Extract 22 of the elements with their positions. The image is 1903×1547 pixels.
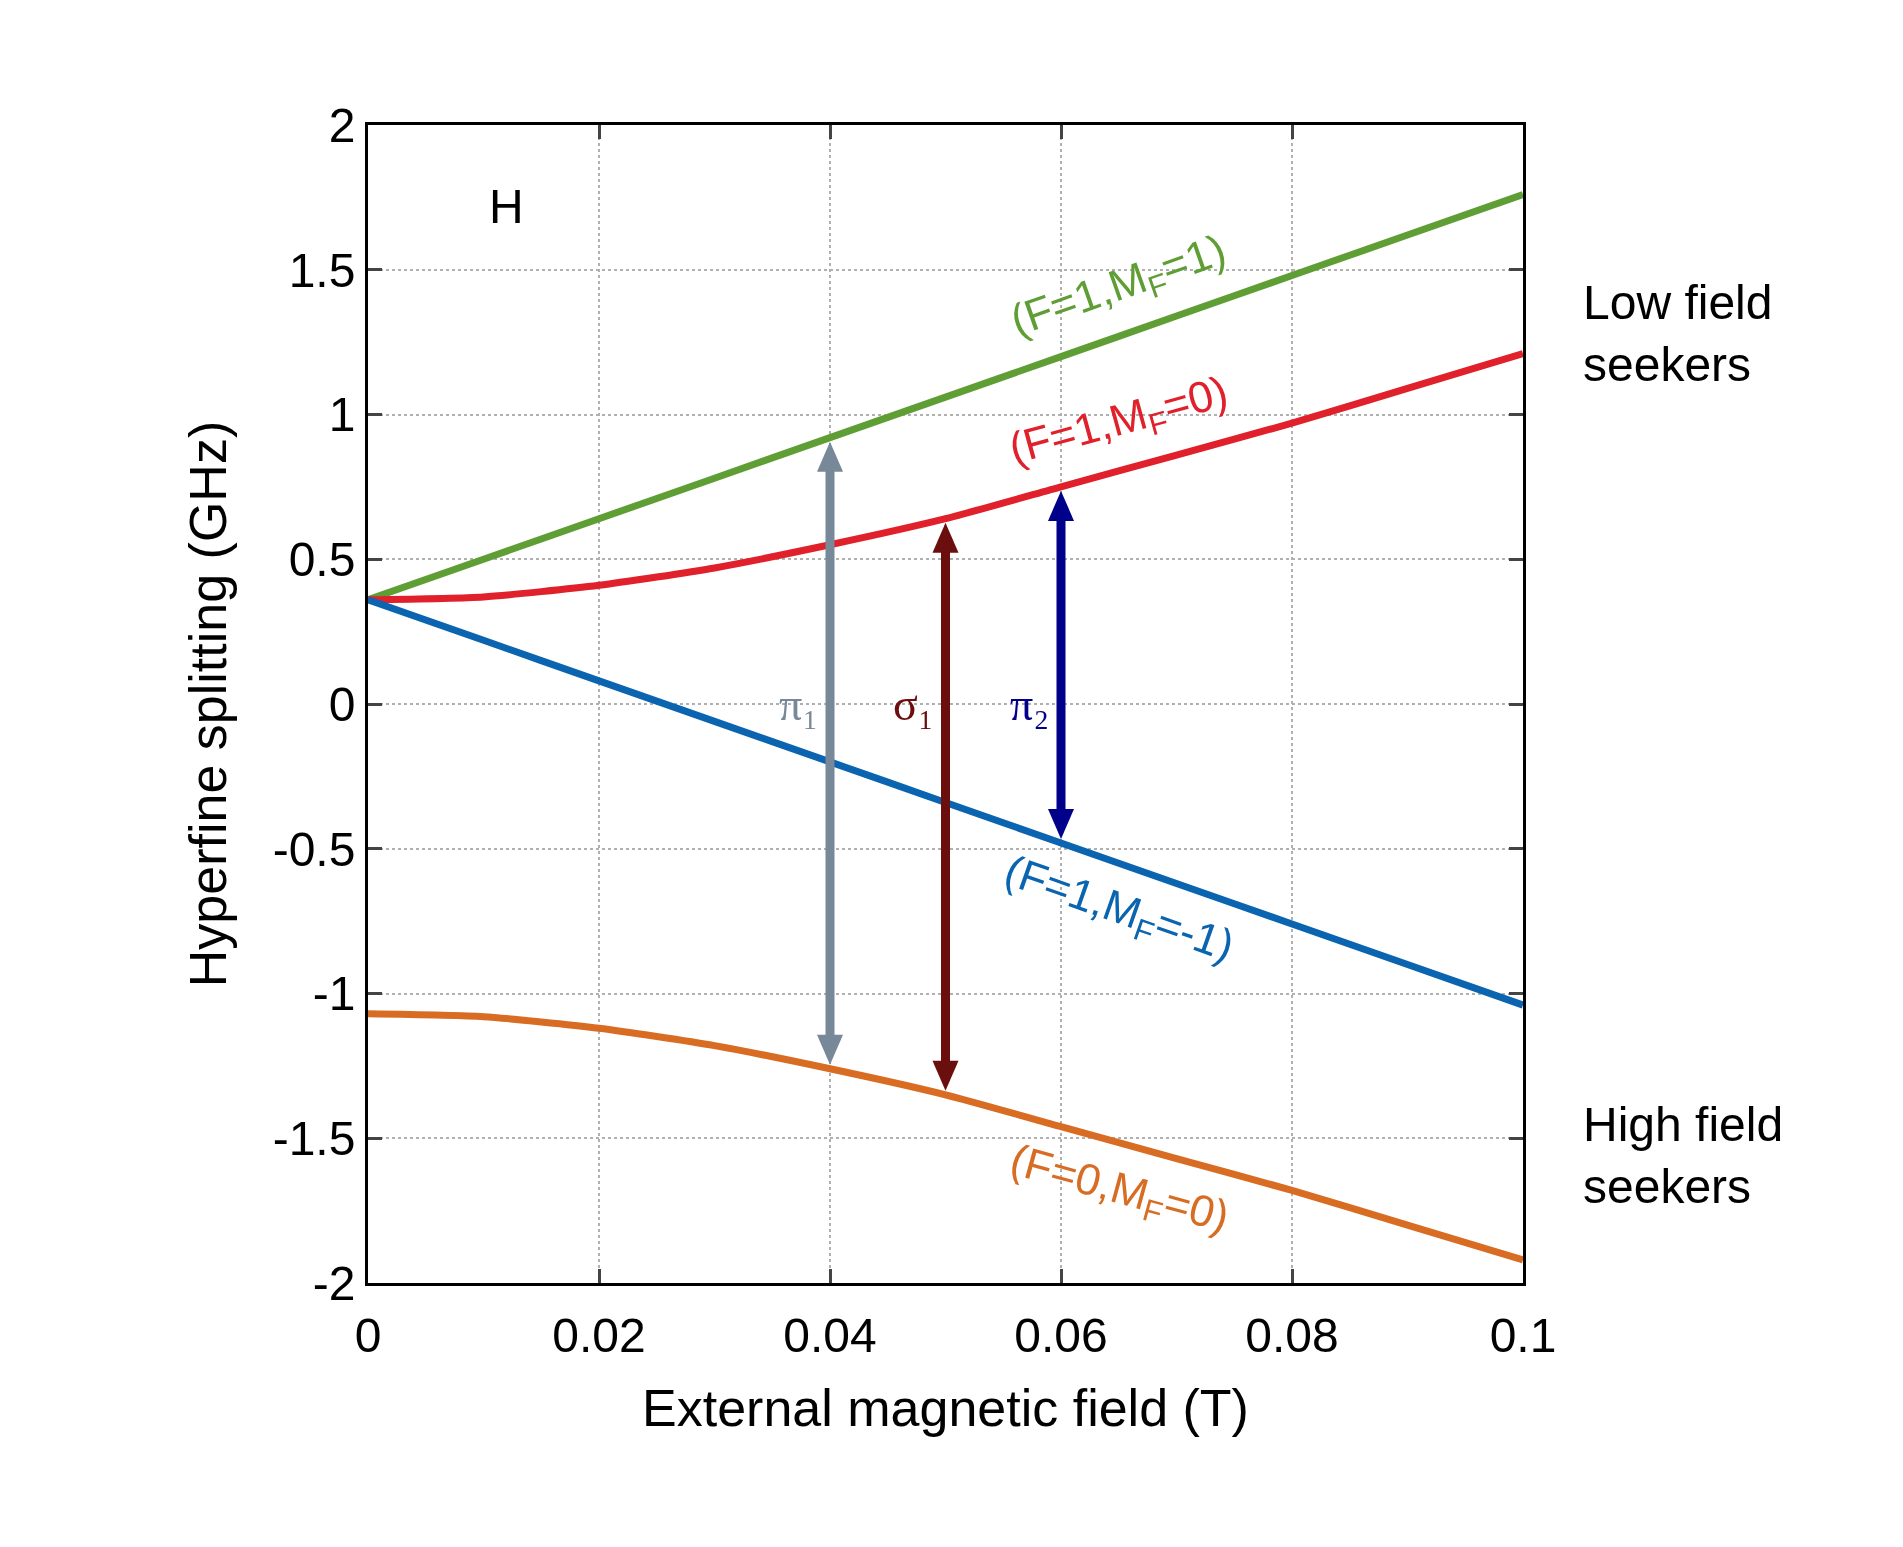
x-tick-label: 0.06 bbox=[1014, 1308, 1108, 1362]
text: Low field seekers bbox=[1583, 276, 1773, 392]
x-tick-label: 0.02 bbox=[552, 1308, 646, 1362]
y-tick-label: 0 bbox=[328, 677, 356, 731]
y-tick-label: -0.5 bbox=[272, 822, 356, 876]
x-axis-title: External magnetic field (T) bbox=[642, 1379, 1249, 1438]
x-tick-label: 0.1 bbox=[1489, 1308, 1557, 1362]
x-tick-label: 0.04 bbox=[783, 1308, 877, 1362]
y-tick-label: -1 bbox=[312, 967, 356, 1021]
annotation: π₂ bbox=[1010, 679, 1050, 730]
y-tick-label: 0.5 bbox=[288, 533, 356, 587]
y-tick-label: -2 bbox=[312, 1256, 356, 1310]
y-axis-title: Hyperfine splitting (GHz) bbox=[178, 420, 237, 988]
annotation: σ₁ bbox=[893, 679, 934, 730]
text: High field seekers bbox=[1583, 1098, 1784, 1214]
annotation: π₁ bbox=[779, 679, 819, 730]
y-tick-label: -1.5 bbox=[272, 1112, 356, 1166]
y-tick-label: 1 bbox=[328, 388, 356, 442]
x-tick-label: 0.08 bbox=[1245, 1308, 1339, 1362]
annotation: H bbox=[489, 180, 524, 233]
y-tick-label: 2 bbox=[328, 98, 356, 152]
y-tick-label: 1.5 bbox=[288, 243, 356, 297]
